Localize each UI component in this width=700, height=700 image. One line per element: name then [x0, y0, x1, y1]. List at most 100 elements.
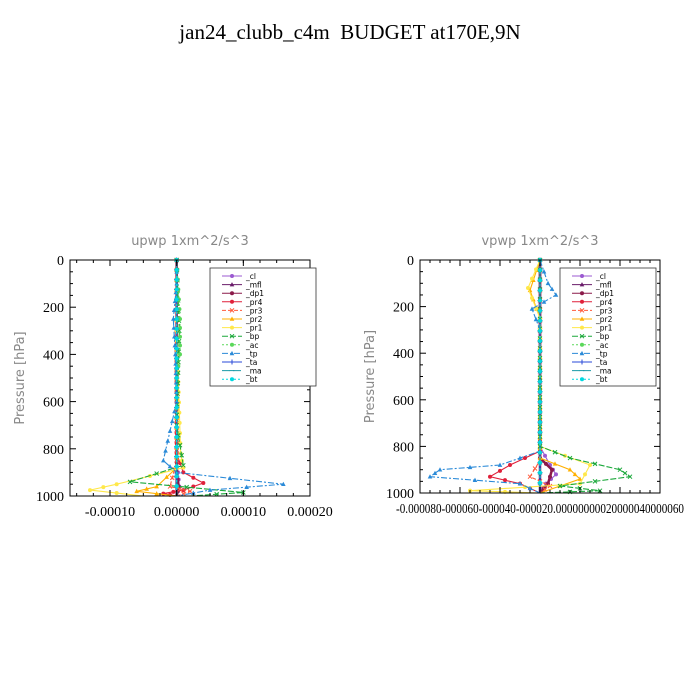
- y-tick-label: 400: [393, 347, 414, 362]
- data-point: [503, 478, 507, 483]
- legend-marker: [229, 316, 235, 321]
- data-point: [180, 462, 186, 468]
- data-point: [543, 453, 547, 458]
- legend-marker: [230, 291, 234, 296]
- data-point: [174, 395, 179, 400]
- data-point: [541, 269, 547, 274]
- data-point: [538, 460, 542, 465]
- data-point: [174, 297, 179, 302]
- legend-box: [209, 267, 317, 387]
- data-point: [163, 448, 168, 453]
- data-point: [437, 467, 443, 472]
- data-point: [526, 285, 530, 290]
- data-point: [538, 399, 542, 404]
- data-point: [154, 471, 160, 476]
- legend: _cl_mfl_dp1_pr4_pr3_pr2_pr1_bp_ac_tp_ta_…: [559, 267, 657, 387]
- data-point: [174, 474, 179, 479]
- data-point: [161, 458, 166, 463]
- data-point: [432, 470, 438, 475]
- data-point: [538, 430, 542, 435]
- legend-label: _pr3: [245, 306, 263, 315]
- data-point: [114, 482, 119, 487]
- x-tick-label: 0.00010: [221, 505, 267, 520]
- data-point: [538, 308, 542, 313]
- chart-title: upwp 1xm^2/s^3: [131, 234, 249, 249]
- data-point: [164, 474, 169, 479]
- panel-upwp: upwp 1xm^2/s^3 Pressure [hPa] 0 200 400 600 80…: [13, 234, 333, 520]
- series-markers-bt: [538, 258, 542, 485]
- data-point: [184, 484, 190, 490]
- legend-marker: [230, 342, 234, 347]
- data-point: [174, 317, 179, 321]
- y-tick-label: 600: [43, 396, 64, 411]
- legend-label: _mfl: [245, 281, 262, 290]
- legend-marker: [579, 359, 585, 365]
- series-line-pr4: [488, 260, 541, 494]
- data-point: [207, 487, 213, 492]
- data-point: [567, 455, 573, 461]
- data-point: [538, 359, 542, 364]
- legend-label: _pr4: [245, 298, 263, 307]
- data-point: [538, 328, 542, 333]
- data-point: [88, 488, 92, 493]
- legend-label: _bt: [245, 375, 258, 384]
- data-point: [178, 334, 182, 339]
- data-point: [517, 455, 523, 460]
- data-point: [281, 481, 286, 486]
- data-point: [538, 349, 542, 354]
- data-point: [174, 287, 179, 292]
- data-point: [114, 491, 119, 496]
- legend-label: _mfl: [595, 281, 612, 290]
- legend-label: _pr2: [595, 315, 613, 324]
- legend-marker: [579, 282, 585, 287]
- legend-marker: [580, 274, 584, 278]
- y-axis-label: Pressure [hPa]: [363, 330, 378, 423]
- legend-marker: [229, 359, 235, 365]
- data-point: [169, 475, 175, 481]
- data-point: [191, 475, 196, 480]
- data-point: [174, 356, 179, 361]
- data-point: [173, 380, 179, 385]
- data-point: [554, 472, 558, 477]
- data-point: [244, 484, 249, 489]
- data-point: [538, 440, 542, 445]
- data-point: [172, 408, 177, 414]
- data-point: [174, 385, 179, 390]
- legend-marker: [229, 282, 235, 287]
- data-point: [538, 369, 542, 374]
- legend-label: _bp: [595, 332, 610, 341]
- data-point: [577, 476, 583, 481]
- legend-marker: [579, 333, 585, 339]
- data-point: [538, 450, 542, 455]
- data-point: [467, 464, 473, 470]
- data-point: [488, 474, 492, 479]
- y-tick-label: 400: [43, 348, 64, 363]
- legend-marker: [230, 377, 234, 382]
- data-point: [178, 317, 182, 321]
- data-point: [174, 307, 179, 312]
- data-point: [550, 467, 554, 472]
- data-point: [174, 376, 179, 380]
- data-point: [174, 366, 179, 371]
- data-point: [592, 461, 598, 467]
- data-point: [538, 409, 542, 414]
- data-point: [538, 379, 542, 384]
- data-point: [201, 481, 206, 486]
- legend-label: _ta: [245, 358, 257, 367]
- data-point: [538, 318, 542, 323]
- data-point: [538, 278, 542, 283]
- data-point: [529, 306, 535, 311]
- legend-label: _tp: [245, 349, 258, 358]
- legend-label: _ma: [245, 367, 262, 376]
- data-point: [538, 339, 542, 344]
- data-point: [171, 307, 177, 312]
- data-point: [227, 475, 233, 481]
- legend-label: _tp: [595, 349, 608, 358]
- series-markers-pr4: [488, 258, 542, 491]
- legend-label: _dp1: [595, 289, 614, 298]
- data-point: [552, 461, 558, 466]
- legend-label: _pr3: [595, 306, 613, 315]
- series-line-tp: [428, 259, 557, 494]
- series-line-pr1: [89, 260, 184, 497]
